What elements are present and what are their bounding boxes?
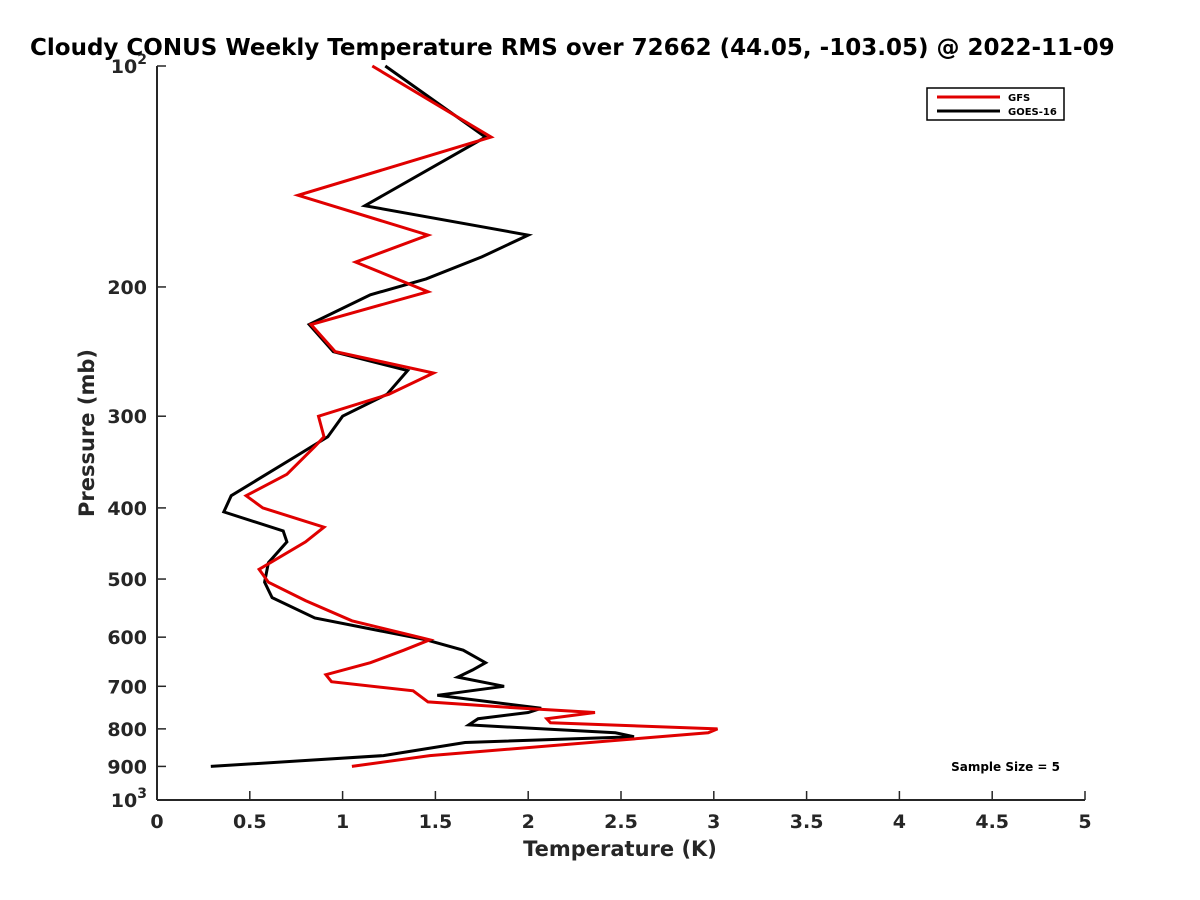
x-tick-label: 3	[707, 811, 720, 833]
x-tick-label: 2	[522, 811, 535, 833]
legend-label-gfs: GFS	[1008, 93, 1030, 104]
y-tick-label: 900	[107, 756, 147, 778]
legend-box	[926, 87, 1065, 121]
axes-layer	[156, 66, 1085, 801]
x-tick-label: 4.5	[975, 811, 1009, 833]
y-tick-label: 400	[107, 498, 147, 520]
x-tick-label: 4	[893, 811, 906, 833]
x-tick-label: 1.5	[419, 811, 453, 833]
x-axis-label: Temperature (K)	[523, 837, 717, 861]
y-tick-label: 300	[107, 406, 147, 428]
x-tick-label: 0.5	[233, 811, 267, 833]
series-line-goes-16	[210, 64, 635, 768]
chart-title: Cloudy CONUS Weekly Temperature RMS over…	[30, 35, 1115, 61]
y-tick-label: 103	[111, 786, 147, 812]
legend: GFS GOES-16	[926, 87, 1065, 121]
x-tick-label: 0	[150, 811, 163, 833]
y-tick-label: 500	[107, 569, 147, 591]
y-axis-label: Pressure (mb)	[75, 349, 99, 517]
x-tick-label: 5	[1078, 811, 1091, 833]
y-tick-label: 700	[107, 676, 147, 698]
x-tick-label: 3.5	[790, 811, 824, 833]
y-tick-label: 200	[107, 277, 147, 299]
sample-size-annotation: Sample Size = 5	[951, 760, 1060, 774]
legend-label-goes-16: GOES-16	[1008, 107, 1057, 118]
y-tick-label: 102	[111, 52, 147, 78]
series-layer	[210, 64, 719, 768]
x-tick-label: 1	[336, 811, 349, 833]
x-tick-label: 2.5	[604, 811, 638, 833]
ticks-layer: 0 0.5 1 1.5 2 2.5 3 3.5 4 4.5 5 102 200 300 400 500 600 7…	[107, 52, 1091, 833]
y-tick-label: 600	[107, 627, 147, 649]
y-tick-label: 800	[107, 719, 147, 741]
series-line-gfs	[243, 64, 719, 768]
